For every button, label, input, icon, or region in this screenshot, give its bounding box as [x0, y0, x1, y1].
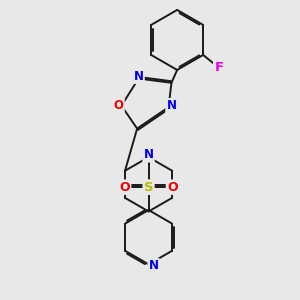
Text: F: F — [214, 61, 224, 74]
Text: N: N — [144, 148, 154, 161]
Text: O: O — [167, 181, 178, 194]
Text: O: O — [119, 181, 130, 194]
Text: O: O — [114, 99, 124, 112]
Text: N: N — [134, 70, 144, 83]
Text: N: N — [167, 99, 176, 112]
Text: N: N — [149, 259, 159, 272]
Text: S: S — [144, 181, 153, 194]
